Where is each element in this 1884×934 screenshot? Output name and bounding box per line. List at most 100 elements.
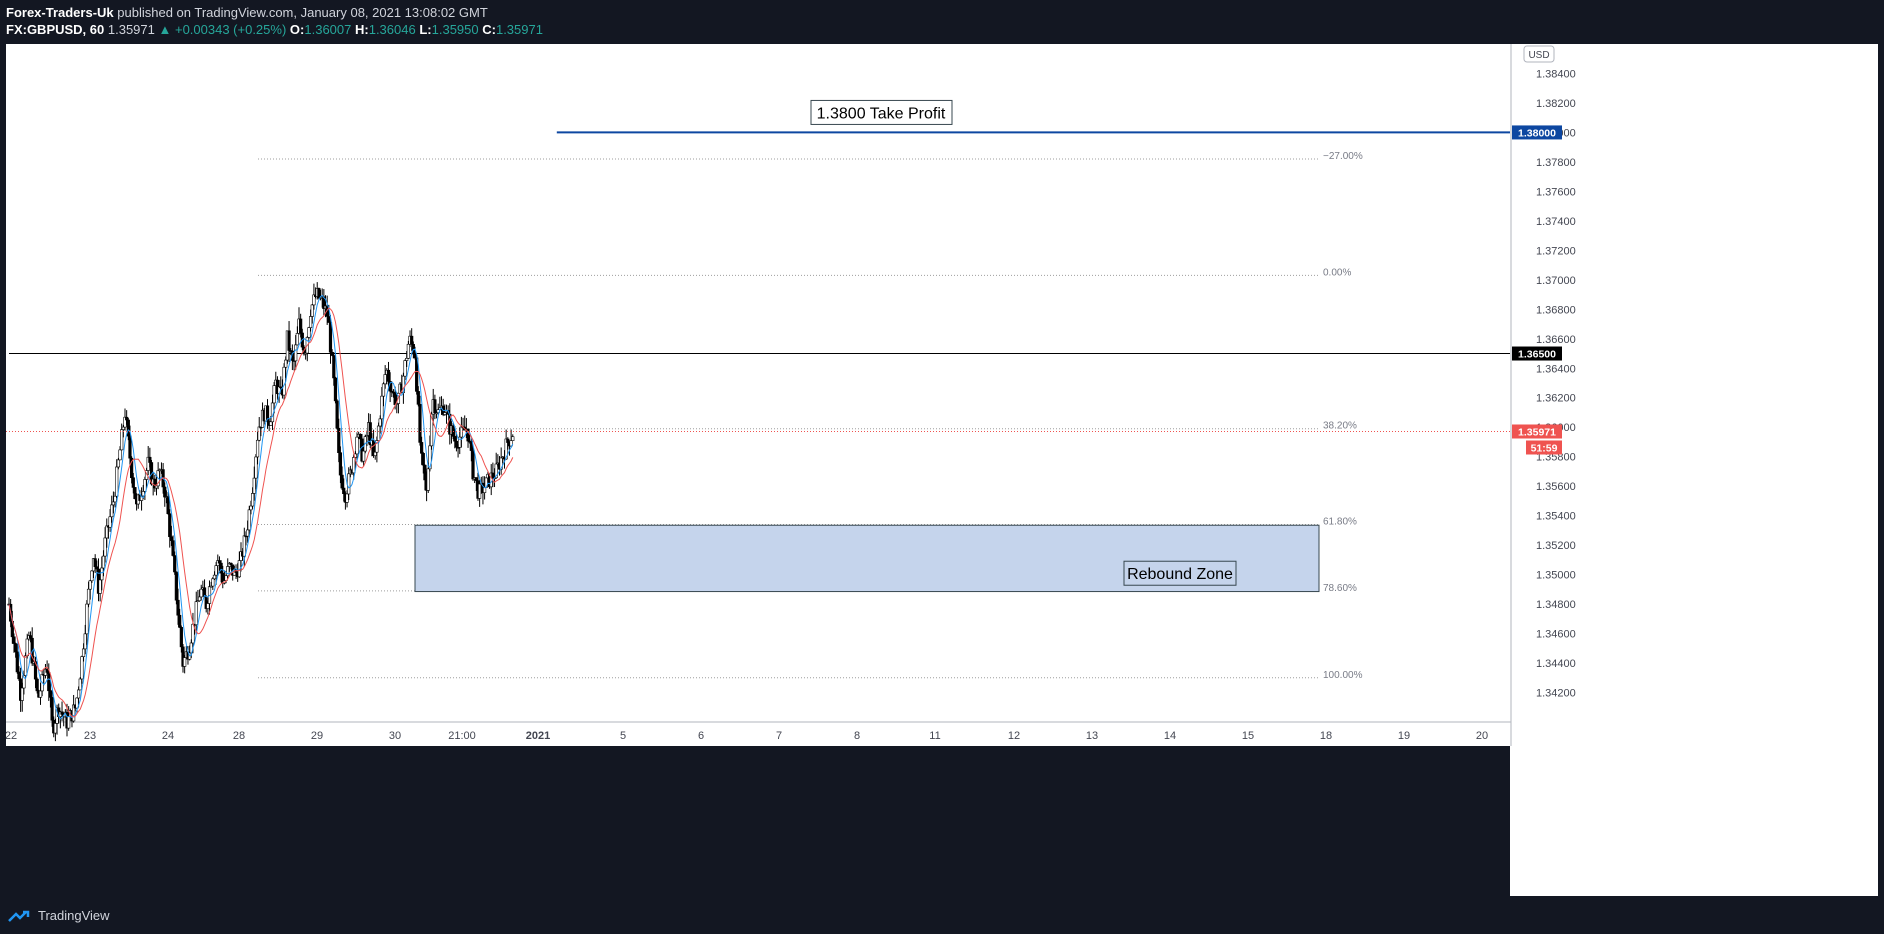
candle-body bbox=[312, 294, 316, 306]
horizontal-line-price-tag bbox=[1512, 125, 1562, 140]
x-tick-label: 14 bbox=[1164, 730, 1176, 742]
candle-body bbox=[506, 438, 510, 443]
y-tick-label: 1.37800 bbox=[1536, 157, 1576, 169]
candle-body bbox=[53, 723, 57, 734]
candle-body bbox=[214, 565, 218, 576]
candle-body bbox=[469, 441, 473, 451]
candle-body bbox=[126, 419, 130, 437]
candle-body bbox=[242, 535, 246, 557]
candle-body bbox=[45, 668, 49, 673]
last-price-label: 1.35971 bbox=[1518, 426, 1556, 438]
y-tick-label: 1.38400 bbox=[1536, 68, 1576, 80]
candle-body bbox=[171, 540, 175, 556]
candle-body bbox=[12, 636, 16, 644]
candle-body bbox=[183, 657, 187, 667]
x-tick-label: 21:00 bbox=[448, 730, 476, 742]
candle-body bbox=[179, 627, 183, 648]
take-profit-label-box bbox=[810, 99, 953, 125]
low-label: L: bbox=[419, 22, 432, 37]
publication-info: Forex-Traders-Uk published on TradingVie… bbox=[6, 5, 488, 20]
candle-body bbox=[406, 343, 410, 359]
candle-body bbox=[229, 562, 233, 566]
candle-body bbox=[194, 601, 198, 626]
y-tick-label: 1.36400 bbox=[1536, 363, 1576, 375]
candle-body bbox=[88, 580, 92, 590]
author-name[interactable]: Forex-Traders-Uk bbox=[6, 5, 114, 20]
fib-level-label: 78.60% bbox=[1323, 583, 1357, 594]
fib-level-label: 38.20% bbox=[1323, 421, 1357, 432]
candle-body bbox=[72, 704, 76, 722]
fib-level-label: 61.80% bbox=[1323, 516, 1357, 527]
candle-body bbox=[111, 501, 115, 506]
candle-body bbox=[174, 571, 178, 601]
candle-body bbox=[287, 330, 291, 351]
y-tick-label: 1.34600 bbox=[1536, 629, 1576, 641]
candle-body bbox=[307, 327, 311, 338]
candle-body bbox=[176, 599, 180, 616]
x-tick-label: 12 bbox=[1008, 730, 1020, 742]
high-label: H: bbox=[355, 22, 369, 37]
candle-body bbox=[116, 459, 120, 468]
chart-area[interactable]: USD 1.34200 1.34400 1.34600 1.34800 1.35000 1.… bbox=[6, 44, 1878, 896]
candle-body bbox=[383, 374, 387, 385]
x-tick-label: 5 bbox=[620, 730, 626, 742]
candle-body bbox=[48, 690, 53, 698]
candle-body bbox=[381, 383, 386, 397]
candle-body bbox=[130, 457, 134, 479]
candle-body bbox=[358, 433, 362, 440]
candle-body bbox=[345, 493, 349, 503]
candle-body bbox=[454, 440, 459, 448]
candle-body bbox=[90, 570, 94, 582]
candle-body bbox=[403, 360, 407, 377]
symbol-label: FX:GBPUSD, 60 bbox=[6, 22, 105, 37]
candle-body bbox=[101, 555, 106, 569]
y-tick-label: 1.36800 bbox=[1536, 304, 1576, 316]
y-tick-label: 1.35000 bbox=[1536, 570, 1576, 582]
last-price: 1.35971 bbox=[107, 22, 155, 37]
candle-body bbox=[405, 357, 409, 361]
rebound-zone-label-box bbox=[1123, 560, 1237, 586]
candle-body bbox=[77, 689, 81, 699]
candle-body bbox=[154, 485, 159, 489]
candle-body bbox=[211, 578, 215, 587]
candle-body bbox=[413, 353, 417, 359]
y-tick-label: 1.37400 bbox=[1536, 216, 1576, 228]
candle-body bbox=[332, 355, 336, 379]
candle-body bbox=[421, 453, 425, 466]
candle-body bbox=[108, 516, 112, 528]
candle-body bbox=[295, 333, 299, 346]
candle-body bbox=[83, 633, 87, 650]
candle-body bbox=[310, 304, 314, 317]
x-tick-label: 18 bbox=[1320, 730, 1332, 742]
candle-body bbox=[86, 588, 91, 605]
candle-body bbox=[255, 439, 260, 458]
candle-body bbox=[78, 678, 82, 691]
candle-body bbox=[433, 399, 437, 414]
chart-header: Forex-Traders-Uk published on TradingVie… bbox=[0, 0, 1884, 44]
candle-body bbox=[25, 638, 29, 657]
candle-body bbox=[482, 487, 487, 493]
candle-body bbox=[121, 426, 125, 430]
x-tick-label: 6 bbox=[698, 730, 704, 742]
open-label: O: bbox=[289, 22, 305, 37]
candle-body bbox=[284, 359, 288, 368]
tradingview-brand[interactable]: TradingView bbox=[8, 908, 110, 923]
currency-label: USD bbox=[1528, 50, 1549, 61]
candle-body bbox=[98, 579, 102, 594]
candle-body bbox=[38, 690, 43, 698]
candle-body bbox=[14, 643, 18, 653]
candle-body bbox=[110, 504, 114, 518]
candle-body bbox=[453, 436, 457, 442]
candle-body bbox=[246, 529, 250, 537]
candle-body bbox=[338, 452, 343, 476]
candle-body bbox=[128, 435, 132, 459]
candle-body bbox=[80, 656, 84, 680]
close-label: C: bbox=[482, 22, 496, 37]
price-chart[interactable]: USD 1.34200 1.34400 1.34600 1.34800 1.35000 1.… bbox=[6, 44, 1878, 896]
y-tick-label: 1.36600 bbox=[1536, 334, 1576, 346]
candle-body bbox=[337, 427, 341, 453]
horizontal-line-price-label: 1.36500 bbox=[1518, 349, 1556, 361]
candle-body bbox=[219, 562, 223, 574]
published-text: published on TradingView.com, January 08… bbox=[117, 5, 488, 20]
candle-body bbox=[269, 421, 273, 426]
